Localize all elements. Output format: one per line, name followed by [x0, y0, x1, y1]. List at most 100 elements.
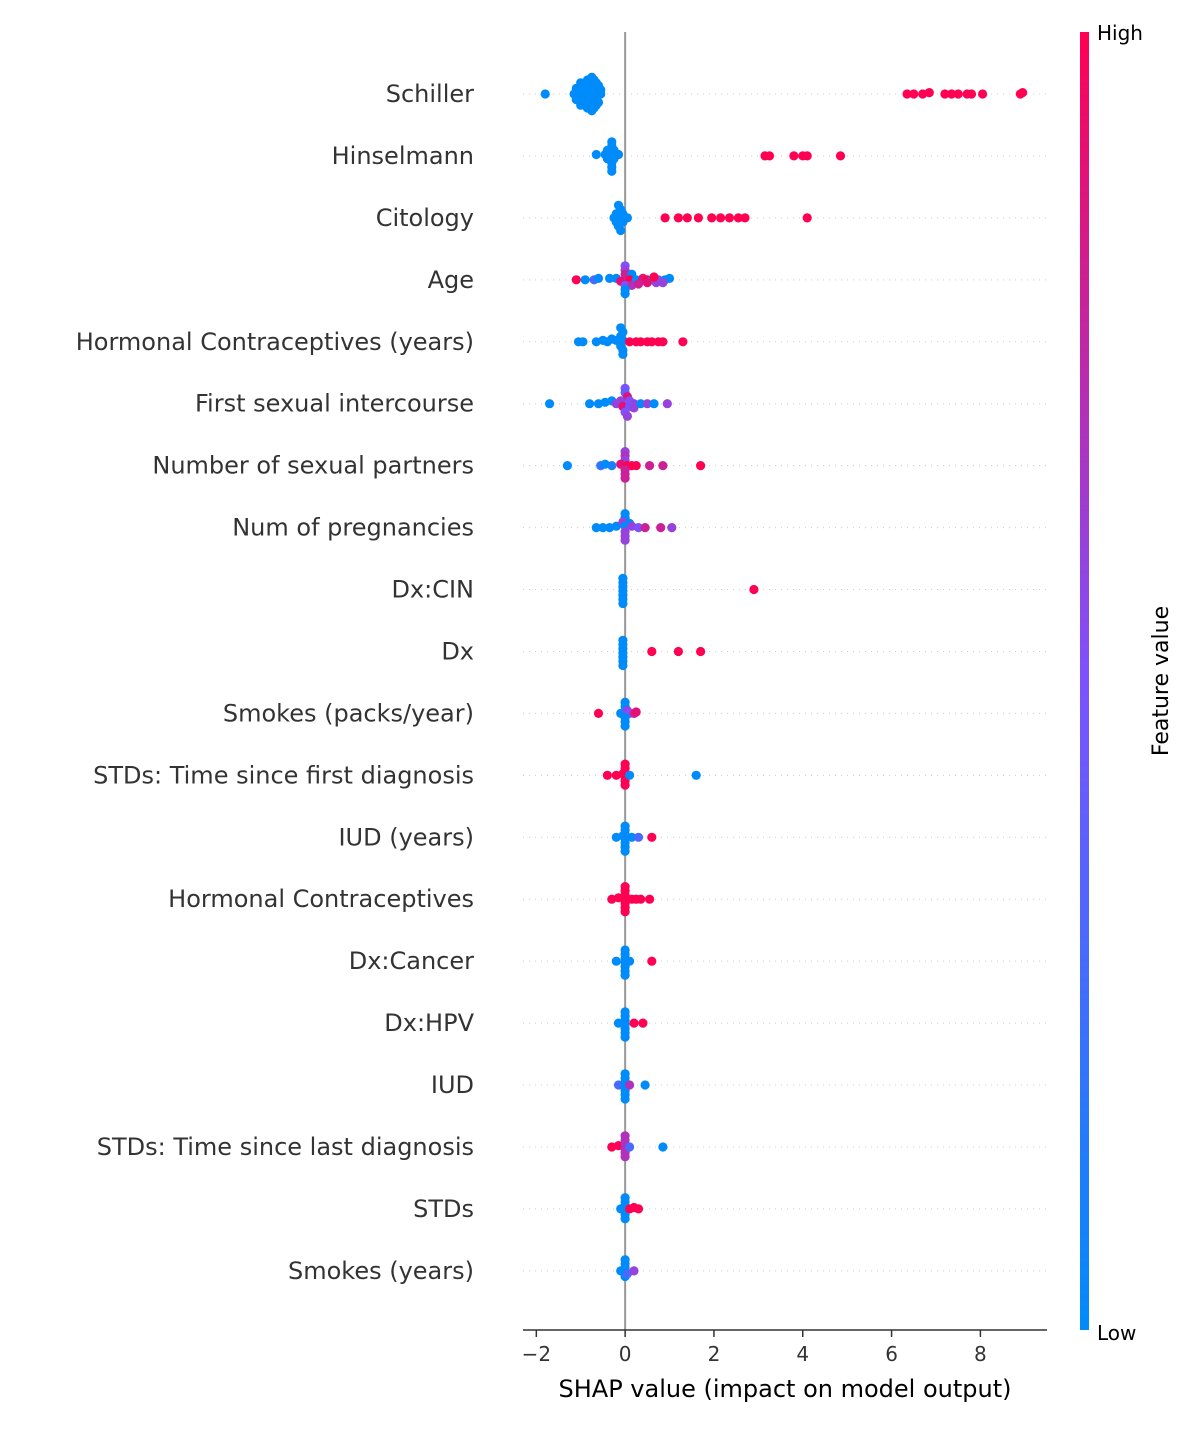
shap-point [953, 89, 963, 99]
shap-point [940, 89, 950, 99]
shap-point [625, 770, 635, 780]
shap-point [620, 970, 630, 980]
colorbar-high-label: High [1097, 21, 1143, 45]
feature-label: STDs: Time since last diagnosis [97, 1133, 474, 1161]
shap-point [618, 598, 628, 609]
shap-point [625, 337, 635, 347]
shap-point [625, 1142, 635, 1152]
shap-point [645, 894, 655, 904]
row-gridlines [523, 93, 1047, 1272]
shap-point [625, 1080, 635, 1090]
shap-point [1018, 88, 1028, 98]
data-points [540, 72, 1028, 1282]
shap-point [585, 399, 595, 409]
shap-point [802, 151, 812, 161]
shap-point [642, 278, 652, 288]
shap-point [682, 213, 692, 223]
shap-point [642, 399, 652, 409]
feature-label: IUD (years) [338, 823, 474, 851]
x-tick-label: 4 [796, 1342, 809, 1366]
shap-point [640, 1080, 650, 1090]
shap-point [611, 956, 621, 966]
feature-label: Dx:CIN [391, 576, 474, 604]
shap-point [667, 523, 677, 533]
shap-point [649, 272, 659, 282]
colorbar-low-label: Low [1097, 1321, 1136, 1345]
shap-point [616, 225, 626, 236]
shap-point [662, 399, 672, 409]
shap-point [660, 213, 670, 223]
shap-point [696, 461, 706, 471]
shap-point [540, 89, 550, 99]
feature-label: Age [428, 266, 474, 294]
colorbar-gradient [1080, 32, 1089, 1330]
shap-point [740, 213, 750, 223]
shap-point [620, 780, 630, 790]
shap-point [924, 88, 934, 98]
feature-label: Dx:HPV [384, 1009, 474, 1037]
shap-point [707, 213, 717, 223]
shap-point [618, 660, 628, 671]
shap-point [633, 832, 644, 842]
shap-point [620, 535, 630, 545]
shap-point [605, 273, 615, 283]
shap-point [636, 399, 646, 409]
shap-point [789, 151, 799, 161]
shap-point [640, 523, 650, 533]
x-axis-title: SHAP value (impact on model output) [559, 1375, 1012, 1403]
shap-point [625, 956, 635, 966]
feature-label: STDs: Time since first diagnosis [93, 761, 474, 789]
shap-point [716, 213, 726, 223]
shap-point [647, 337, 657, 347]
shap-point [764, 151, 775, 161]
shap-point [636, 337, 646, 347]
x-axis: −2 0 2 4 6 8 [522, 1329, 1047, 1366]
shap-point [578, 337, 588, 347]
shap-point [638, 1018, 648, 1028]
shap-point [631, 461, 641, 471]
feature-label: Citology [376, 204, 474, 232]
shap-point [629, 1018, 639, 1028]
shap-point [571, 275, 581, 285]
shap-point [966, 89, 977, 99]
shap-point [664, 273, 675, 283]
shap-point [607, 166, 617, 176]
shap-point [658, 1142, 668, 1152]
shap-point [611, 521, 621, 531]
shap-point [591, 523, 601, 533]
shap-point [636, 894, 646, 904]
shap-point [645, 461, 655, 471]
feature-label: Schiller [386, 80, 474, 108]
shap-point [631, 707, 641, 717]
shap-point [620, 289, 630, 299]
feature-label: STDs [413, 1195, 474, 1223]
feature-label: Hormonal Contraceptives (years) [76, 328, 474, 356]
shap-point [802, 213, 812, 223]
shap-point [978, 89, 988, 99]
shap-point [835, 151, 846, 161]
shap-point [673, 213, 684, 223]
shap-point [591, 149, 601, 160]
feature-label: Num of pregnancies [232, 514, 474, 542]
shap-point [693, 213, 704, 223]
shap-point [749, 584, 759, 595]
shap-point [620, 473, 630, 483]
shap-point [902, 89, 912, 99]
shap-point [620, 907, 630, 917]
shap-point [598, 523, 608, 533]
shap-point [691, 770, 701, 780]
feature-label: Dx:Cancer [349, 947, 474, 975]
shap-point [620, 1152, 630, 1162]
shap-point [620, 1094, 630, 1104]
shap-point [562, 461, 573, 471]
colorbar-title: Feature value [1149, 606, 1174, 756]
shap-point [633, 523, 644, 533]
shap-point [593, 708, 604, 719]
feature-labels: Schiller Hinselmann Citology Age Hormonal Co… [76, 80, 475, 1285]
x-tick-label: 0 [619, 1342, 632, 1366]
shap-point [733, 213, 744, 223]
x-tick-label: 2 [708, 1342, 721, 1366]
shap-point [658, 278, 668, 288]
shap-point [602, 770, 613, 780]
